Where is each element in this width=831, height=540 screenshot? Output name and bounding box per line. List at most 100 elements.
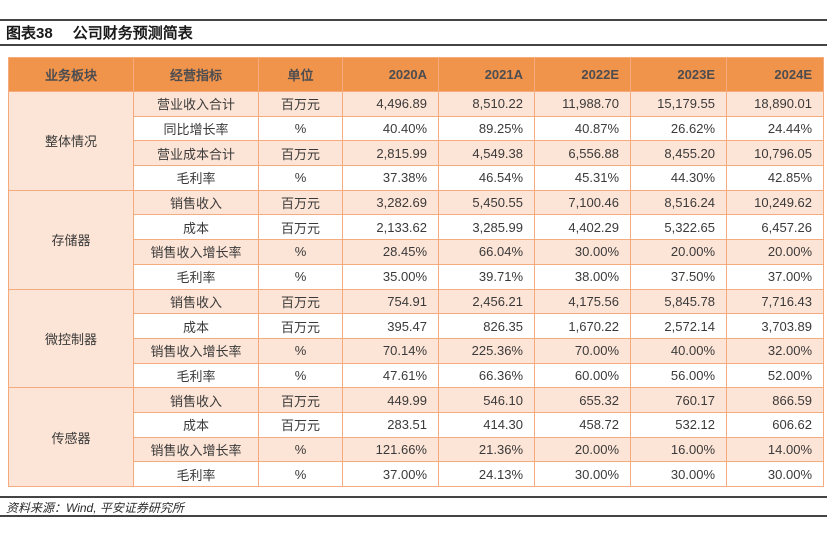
- indicator-cell: 成本: [133, 411, 259, 438]
- segment-cell: 存储器: [8, 189, 134, 290]
- unit-cell: 百万元: [258, 313, 343, 339]
- table-row: 存储器 销售收入 百万元 3,282.69 5,450.55 7,100.46 8,516.…: [8, 189, 824, 290]
- value-cell: 20.00%: [726, 239, 824, 265]
- value-cell: 2,456.21: [438, 288, 535, 315]
- segment-cell: 整体情况: [8, 91, 134, 191]
- value-cell: 606.62: [726, 411, 824, 438]
- unit-cell: %: [258, 165, 343, 191]
- value-cell: 3,285.99: [438, 214, 535, 241]
- value-cell: 2,572.14: [630, 313, 727, 339]
- column-header: 经营指标: [133, 57, 259, 92]
- value-cell: 30.00%: [726, 461, 824, 487]
- column-header: 2023E: [630, 57, 727, 92]
- unit-cell: %: [258, 239, 343, 265]
- segment-cell: 微控制器: [8, 288, 134, 389]
- value-cell: 5,845.78: [630, 288, 727, 315]
- value-cell: 32.00%: [726, 337, 824, 364]
- value-cell: 44.30%: [630, 165, 727, 191]
- value-cell: 7,100.46: [534, 189, 631, 216]
- table-row: 成本 百万元 283.51 414.30 458.72 532.12 606.62: [9, 411, 824, 438]
- table-row: 毛利率% 47.61% 66.36% 60.00% 56.00% 52.00%: [9, 362, 824, 389]
- value-cell: 21.36%: [438, 436, 535, 463]
- value-cell: 24.44%: [726, 115, 824, 142]
- table-row: 同比增长率% 40.40% 89.25% 40.87% 26.62% 24.44%: [9, 115, 824, 142]
- value-cell: 3,703.89: [726, 313, 824, 339]
- value-cell: 56.00%: [630, 362, 727, 389]
- value-cell: 2,133.62: [342, 214, 439, 241]
- table-row: 微控制器 销售收入 百万元 754.91 2,456.21 4,175.56 5,845.7…: [8, 288, 824, 389]
- value-cell: 7,716.43: [726, 288, 824, 315]
- column-header: 2021A: [438, 57, 535, 92]
- value-cell: 40.00%: [630, 337, 727, 364]
- value-cell: 10,796.05: [726, 140, 824, 167]
- value-cell: 449.99: [342, 387, 439, 413]
- unit-cell: %: [258, 115, 343, 142]
- unit-cell: %: [258, 263, 343, 290]
- indicator-cell: 成本: [133, 313, 259, 339]
- value-cell: 8,516.24: [630, 189, 727, 216]
- value-cell: 15,179.55: [630, 91, 727, 117]
- unit-cell: %: [258, 362, 343, 389]
- indicator-cell: 销售收入: [133, 387, 259, 413]
- unit-cell: %: [258, 461, 343, 487]
- source-note: 资料来源：Wind, 平安证券研究所: [6, 501, 184, 515]
- column-header: 业务板块: [8, 57, 134, 92]
- indicator-cell: 成本: [133, 214, 259, 241]
- value-cell: 283.51: [342, 411, 439, 438]
- indicator-cell: 销售收入增长率: [133, 337, 259, 364]
- value-cell: 40.40%: [342, 115, 439, 142]
- value-cell: 40.87%: [534, 115, 631, 142]
- column-header: 2024E: [726, 57, 824, 92]
- value-cell: 20.00%: [630, 239, 727, 265]
- value-cell: 37.00%: [342, 461, 439, 487]
- indicator-cell: 销售收入增长率: [133, 239, 259, 265]
- value-cell: 30.00%: [630, 461, 727, 487]
- indicator-cell: 同比增长率: [133, 115, 259, 142]
- table-header: 业务板块 经营指标 单位 2020A 2021A 2022E 2023E 2024E: [8, 57, 824, 92]
- value-cell: 866.59: [726, 387, 824, 413]
- table-row: 成本 百万元 395.47 826.35 1,670.22 2,572.14 3,703.8…: [9, 313, 824, 339]
- value-cell: 66.36%: [438, 362, 535, 389]
- page-title: 公司财务预测简表: [72, 25, 193, 42]
- indicator-cell: 销售收入: [133, 288, 259, 315]
- table-row: 传感器 销售收入 百万元 449.99 546.10 655.32 760.17 866.59: [8, 387, 824, 487]
- value-cell: 4,402.29: [534, 214, 631, 241]
- value-cell: 20.00%: [534, 436, 631, 463]
- unit-cell: 百万元: [258, 91, 343, 117]
- value-cell: 24.13%: [438, 461, 535, 487]
- column-header: 2022E: [534, 57, 631, 92]
- value-cell: 8,510.22: [438, 91, 535, 117]
- indicator-cell: 毛利率: [133, 461, 259, 487]
- figure-label: 图表38: [6, 25, 53, 42]
- indicator-cell: 销售收入增长率: [133, 436, 259, 463]
- value-cell: 826.35: [438, 313, 535, 339]
- value-cell: 45.31%: [534, 165, 631, 191]
- column-header: 单位: [258, 57, 343, 92]
- value-cell: 46.54%: [438, 165, 535, 191]
- unit-cell: 百万元: [258, 140, 343, 167]
- value-cell: 8,455.20: [630, 140, 727, 167]
- value-cell: 30.00%: [534, 461, 631, 487]
- value-cell: 89.25%: [438, 115, 535, 142]
- value-cell: 754.91: [342, 288, 439, 315]
- value-cell: 18,890.01: [726, 91, 824, 117]
- column-header: 2020A: [342, 57, 439, 92]
- source-bottom-rule: [0, 515, 827, 517]
- value-cell: 26.62%: [630, 115, 727, 142]
- value-cell: 546.10: [438, 387, 535, 413]
- value-cell: 66.04%: [438, 239, 535, 265]
- value-cell: 16.00%: [630, 436, 727, 463]
- value-cell: 47.61%: [342, 362, 439, 389]
- segment-cell: 传感器: [8, 387, 134, 487]
- value-cell: 4,549.38: [438, 140, 535, 167]
- value-cell: 655.32: [534, 387, 631, 413]
- value-cell: 4,175.56: [534, 288, 631, 315]
- value-cell: 458.72: [534, 411, 631, 438]
- value-cell: 532.12: [630, 411, 727, 438]
- value-cell: 38.00%: [534, 263, 631, 290]
- value-cell: 14.00%: [726, 436, 824, 463]
- table-row: 毛利率% 35.00% 39.71% 38.00% 37.50% 37.00%: [9, 263, 824, 290]
- value-cell: 37.38%: [342, 165, 439, 191]
- value-cell: 5,450.55: [438, 189, 535, 216]
